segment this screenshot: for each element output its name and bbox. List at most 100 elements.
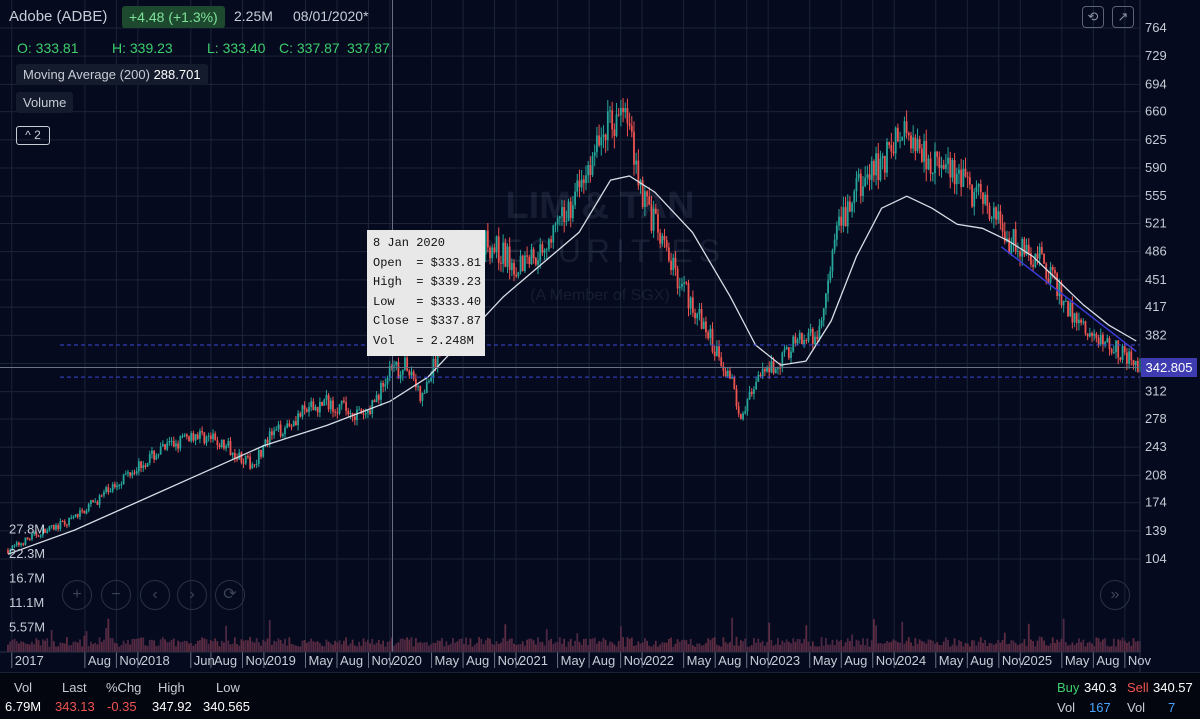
volume-bar bbox=[883, 643, 886, 652]
candle-body bbox=[310, 401, 313, 407]
volume-bar bbox=[401, 638, 404, 652]
volume-bar bbox=[899, 642, 901, 652]
y-tick-label: 417 bbox=[1145, 299, 1167, 314]
volume-bar bbox=[683, 639, 686, 652]
candle-body bbox=[44, 528, 46, 533]
candle-body bbox=[225, 445, 228, 449]
candle-body bbox=[491, 247, 494, 259]
volume-bar bbox=[982, 642, 984, 652]
candle-body bbox=[386, 377, 389, 385]
candle-body bbox=[580, 179, 583, 188]
candle-body bbox=[13, 545, 16, 547]
volume-bar bbox=[617, 641, 620, 652]
volume-bar bbox=[940, 644, 943, 652]
candle-body bbox=[113, 484, 116, 488]
popout-icon[interactable]: ↗ bbox=[1112, 6, 1134, 28]
volume-bar bbox=[1099, 641, 1102, 652]
candle-body bbox=[364, 412, 367, 415]
volume-bar bbox=[519, 644, 522, 652]
volume-bar bbox=[360, 645, 363, 652]
candle-body bbox=[630, 125, 633, 132]
volume-bar bbox=[748, 646, 751, 652]
candle-body bbox=[1093, 333, 1096, 336]
candle-body bbox=[303, 405, 306, 410]
candle-body bbox=[1003, 231, 1006, 242]
quote-footer: Vol 6.79M Last 343.13 %Chg -0.35 High 34… bbox=[0, 672, 1200, 719]
candle-body bbox=[301, 405, 304, 417]
volume-bar bbox=[65, 637, 68, 652]
collapse-legend-button[interactable]: ^ 2 bbox=[16, 126, 50, 145]
candle-body bbox=[1034, 253, 1037, 267]
volume-bar bbox=[1110, 646, 1113, 652]
candle-body bbox=[1106, 338, 1109, 343]
volume-bar bbox=[111, 638, 114, 652]
candle-body bbox=[912, 137, 915, 149]
volume-bar bbox=[458, 639, 461, 652]
candle-body bbox=[205, 436, 208, 444]
zoom-out-icon[interactable]: − bbox=[101, 580, 131, 610]
candle-body bbox=[873, 161, 875, 176]
tooltip-high: High = $339.23 bbox=[373, 275, 482, 289]
price-chart[interactable]: LIM & TAN SECURITIES (A Member of SGX) 7… bbox=[0, 0, 1200, 672]
volume-bar bbox=[907, 637, 910, 652]
candle-body bbox=[395, 362, 398, 366]
candle-body bbox=[964, 168, 967, 177]
x-tick-label: May bbox=[687, 653, 712, 668]
jump-to-latest-icon[interactable]: » bbox=[1100, 580, 1130, 610]
volume-bar bbox=[840, 640, 843, 652]
volume-bar bbox=[670, 637, 672, 652]
moving-average-legend[interactable]: Moving Average (200) 288.701 bbox=[16, 64, 208, 85]
volume-bar bbox=[931, 640, 934, 652]
volume-bar bbox=[918, 639, 921, 652]
volume-bar bbox=[796, 638, 799, 652]
volume-bar bbox=[393, 645, 395, 652]
volume-bar bbox=[454, 642, 457, 652]
volume-bar bbox=[1003, 632, 1006, 652]
candle-body bbox=[61, 521, 64, 523]
x-tick-label: Aug bbox=[466, 653, 489, 668]
candle-body bbox=[628, 123, 631, 126]
candle-body bbox=[617, 114, 620, 116]
candles bbox=[7, 98, 1141, 556]
volume-bar bbox=[650, 646, 653, 652]
candle-body bbox=[31, 534, 33, 540]
candle-body bbox=[986, 194, 989, 206]
volume-bar bbox=[120, 645, 123, 652]
volume-bar bbox=[761, 640, 764, 652]
volume-bar bbox=[661, 642, 664, 652]
volume-bar bbox=[484, 640, 487, 652]
candle-body bbox=[635, 160, 638, 165]
volume-bar bbox=[277, 638, 280, 652]
scroll-left-icon[interactable]: ‹ bbox=[140, 580, 170, 610]
volume-bar bbox=[140, 637, 142, 652]
volume-legend[interactable]: Volume bbox=[16, 92, 74, 113]
volume-bar bbox=[1019, 643, 1021, 652]
zoom-in-icon[interactable]: + bbox=[62, 580, 92, 610]
volume-bar bbox=[759, 642, 762, 652]
volume-bar bbox=[637, 641, 640, 652]
candle-body bbox=[142, 465, 145, 468]
volume-bar bbox=[351, 639, 354, 652]
candle-body bbox=[600, 137, 603, 146]
volume-bar bbox=[722, 637, 725, 652]
scroll-right-icon[interactable]: › bbox=[177, 580, 207, 610]
reset-chart-icon[interactable]: ⟲ bbox=[1082, 6, 1104, 28]
candle-body bbox=[388, 366, 391, 378]
candle-body bbox=[619, 108, 622, 116]
candle-body bbox=[175, 443, 177, 447]
volume-bar bbox=[203, 638, 206, 652]
volume-bar bbox=[814, 646, 816, 652]
volume-bar bbox=[338, 640, 341, 652]
volume-bar bbox=[537, 637, 539, 652]
candle-body bbox=[164, 444, 166, 450]
x-tick-label: 2024 bbox=[897, 653, 926, 668]
candle-body bbox=[417, 386, 419, 388]
volume-bar bbox=[513, 643, 515, 652]
candle-body bbox=[886, 141, 888, 173]
reset-zoom-icon[interactable]: ⟳ bbox=[215, 580, 245, 610]
volume-bar bbox=[790, 643, 792, 652]
volume-bar bbox=[798, 639, 801, 652]
volume-bar bbox=[1088, 641, 1091, 652]
volume-bar bbox=[1082, 639, 1085, 652]
volume-bar bbox=[89, 641, 92, 652]
